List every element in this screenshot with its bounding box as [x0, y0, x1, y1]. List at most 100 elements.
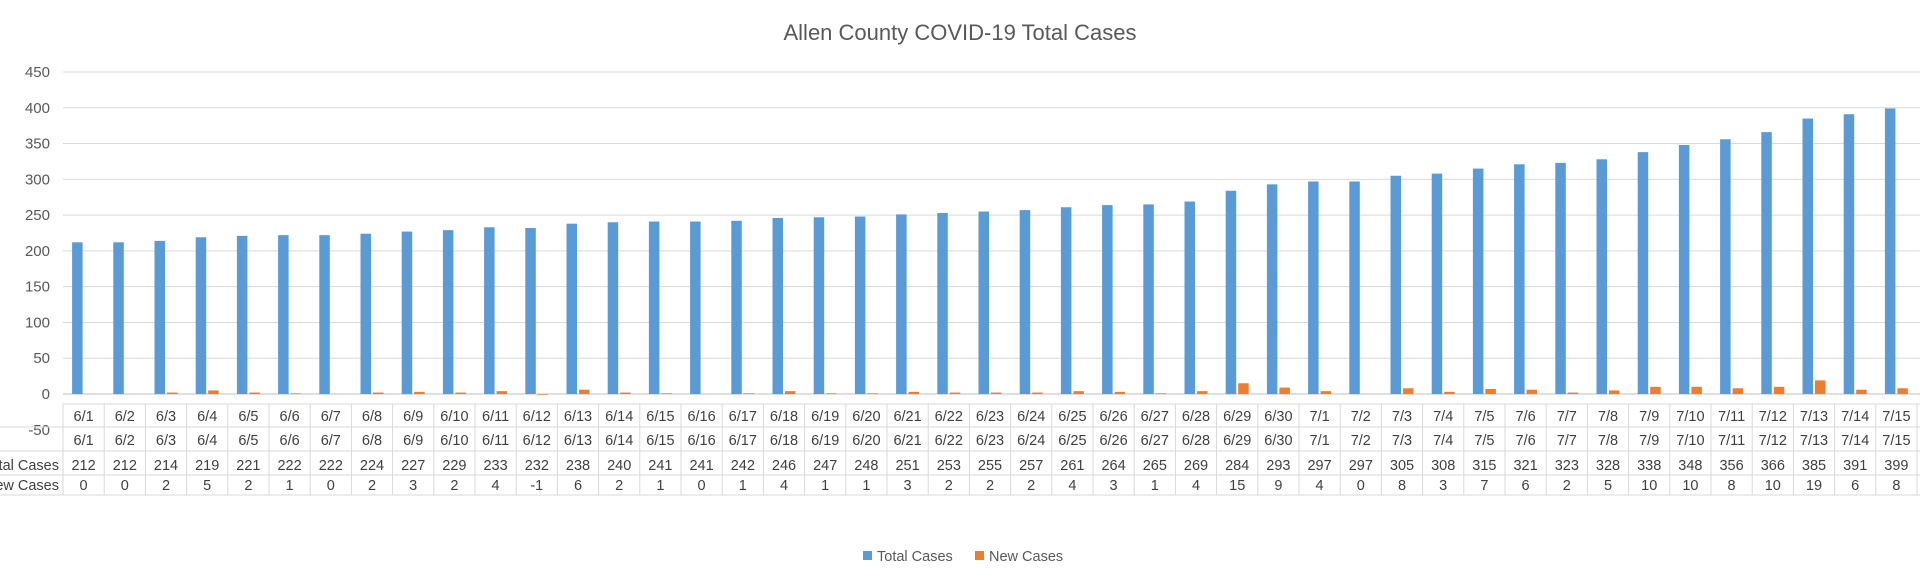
table-cell-new-cases: 19 — [1806, 478, 1822, 494]
bar-total-cases — [1349, 181, 1360, 394]
table-cell-new-cases: 4 — [1068, 478, 1076, 494]
x-tick-label: 6/11 — [482, 409, 509, 425]
table-header-cell: 6/10 — [440, 433, 468, 449]
table-cell-total-cases: 265 — [1143, 458, 1167, 474]
x-tick-label: 6/6 — [280, 409, 300, 425]
table-row-label: otal Cases — [0, 458, 59, 474]
gridlines — [63, 71, 1920, 395]
x-tick-label: 6/15 — [646, 409, 674, 425]
table-cell-total-cases: 261 — [1060, 458, 1084, 474]
table-header-cell: 6/21 — [893, 433, 921, 449]
table-cell-total-cases: 221 — [236, 458, 260, 474]
table-cell-new-cases: 3 — [1439, 478, 1447, 494]
table-header-cell: 6/11 — [482, 433, 509, 449]
table-header-cell: 7/1 — [1310, 433, 1330, 449]
x-tick-label: 6/10 — [440, 409, 468, 425]
bar-total-cases — [1472, 168, 1484, 394]
table-header-cell: 6/28 — [1182, 433, 1210, 449]
bar-total-cases — [1184, 201, 1195, 394]
y-tick-label: 300 — [25, 171, 50, 188]
table-cell-total-cases: 255 — [978, 458, 1002, 474]
legend: Total Cases New Cases — [863, 549, 1063, 565]
y-axis: -50 0 50 100 150 200 250 300 350 400 450 — [25, 64, 50, 439]
bar-total-cases — [648, 221, 660, 394]
table-cell-new-cases: 0 — [327, 478, 335, 494]
table-cell-new-cases: 5 — [203, 478, 211, 494]
legend-label-new-cases: New Cases — [989, 549, 1063, 565]
x-tick-label: 6/26 — [1099, 409, 1127, 425]
table-cell-new-cases: 2 — [368, 478, 376, 494]
x-tick-label: 6/17 — [729, 409, 757, 425]
table-cell-new-cases: 2 — [450, 478, 458, 494]
table-cell-new-cases: 7 — [1480, 478, 1488, 494]
bar-new-cases — [1444, 391, 1455, 394]
table-cell-new-cases: 0 — [698, 478, 706, 494]
y-tick-label: -50 — [28, 422, 50, 439]
table-cell-total-cases: 219 — [195, 458, 219, 474]
bar-total-cases — [154, 240, 165, 394]
bar-total-cases — [1720, 139, 1731, 394]
table-cell-total-cases: 241 — [648, 458, 672, 474]
bar-total-cases — [113, 242, 124, 394]
table-header-cell: 7/2 — [1351, 433, 1371, 449]
x-tick-label: 6/8 — [362, 409, 382, 425]
table-cell-total-cases: 321 — [1513, 458, 1537, 474]
table-cell-total-cases: 232 — [525, 458, 549, 474]
x-tick-label: 7/5 — [1474, 409, 1494, 425]
data-table: 6/1 6/1 6/2 6/2 6/3 6/3 6/4 6/4 6/5 6/5 6/6 6/6 6/7 6… — [0, 403, 1920, 496]
table-cell-total-cases: 247 — [813, 458, 837, 474]
table-header-cell: 6/23 — [976, 433, 1004, 449]
table-header-cell: 6/29 — [1223, 433, 1251, 449]
table-cell-new-cases: 4 — [1316, 478, 1324, 494]
bar-total-cases — [813, 217, 825, 394]
bar-total-cases — [978, 211, 989, 394]
table-cell-total-cases: 391 — [1843, 458, 1867, 474]
bar-new-cases — [1155, 393, 1167, 394]
table-header-cell: 6/1 — [74, 433, 94, 449]
x-tick-label: 6/2 — [115, 409, 135, 425]
table-cell-total-cases: 253 — [937, 458, 961, 474]
bar-total-cases — [1060, 207, 1072, 394]
table-cell-new-cases: 4 — [780, 478, 788, 494]
table-cell-new-cases: 5 — [1604, 478, 1612, 494]
table-header-cell: 6/14 — [605, 433, 633, 449]
table-cell-new-cases: 6 — [1522, 478, 1530, 494]
bar-total-cases — [690, 221, 701, 394]
table-header-cell: 6/16 — [687, 433, 715, 449]
bar-new-cases — [1773, 386, 1785, 394]
table-header-cell: 7/15 — [1882, 433, 1910, 449]
table-cell-new-cases: 10 — [1682, 478, 1698, 494]
table-cell-new-cases: 6 — [574, 478, 582, 494]
bar-total-cases — [1308, 181, 1319, 394]
chart-title: Allen County COVID-19 Total Cases — [784, 20, 1137, 45]
bar-total-cases — [896, 214, 907, 394]
table-header-cell: 6/5 — [238, 433, 258, 449]
table-cell-new-cases: 2 — [945, 478, 953, 494]
bar-new-cases — [1485, 388, 1496, 394]
table-header-cell: 7/7 — [1557, 433, 1577, 449]
x-tick-label: 7/15 — [1882, 409, 1910, 425]
table-header-cell: 6/12 — [523, 433, 551, 449]
x-tick-label: 6/18 — [770, 409, 798, 425]
table-cell-new-cases: 4 — [1192, 478, 1200, 494]
table-header-cell: 6/15 — [646, 433, 674, 449]
table-header-cell: 6/27 — [1141, 433, 1169, 449]
y-tick-label: 450 — [25, 64, 50, 81]
x-tick-label: 7/12 — [1759, 409, 1787, 425]
table-cell-new-cases: 1 — [862, 478, 870, 494]
bar-total-cases — [1761, 132, 1772, 394]
x-tick-label: 6/23 — [976, 409, 1004, 425]
bar-new-cases — [537, 394, 549, 395]
table-cell-new-cases: 1 — [286, 478, 294, 494]
bar-total-cases — [1555, 162, 1566, 394]
x-tick-label: 6/1 — [74, 409, 94, 425]
bar-new-cases — [826, 393, 837, 394]
table-cell-total-cases: 229 — [442, 458, 466, 474]
table-cell-new-cases: 8 — [1398, 478, 1406, 494]
table-header-cell: 7/13 — [1800, 433, 1828, 449]
x-tick-label: 7/3 — [1392, 409, 1412, 425]
y-tick-label: 350 — [25, 136, 50, 153]
x-tick-label: 6/13 — [564, 409, 592, 425]
table-header-cell: 7/4 — [1433, 433, 1453, 449]
